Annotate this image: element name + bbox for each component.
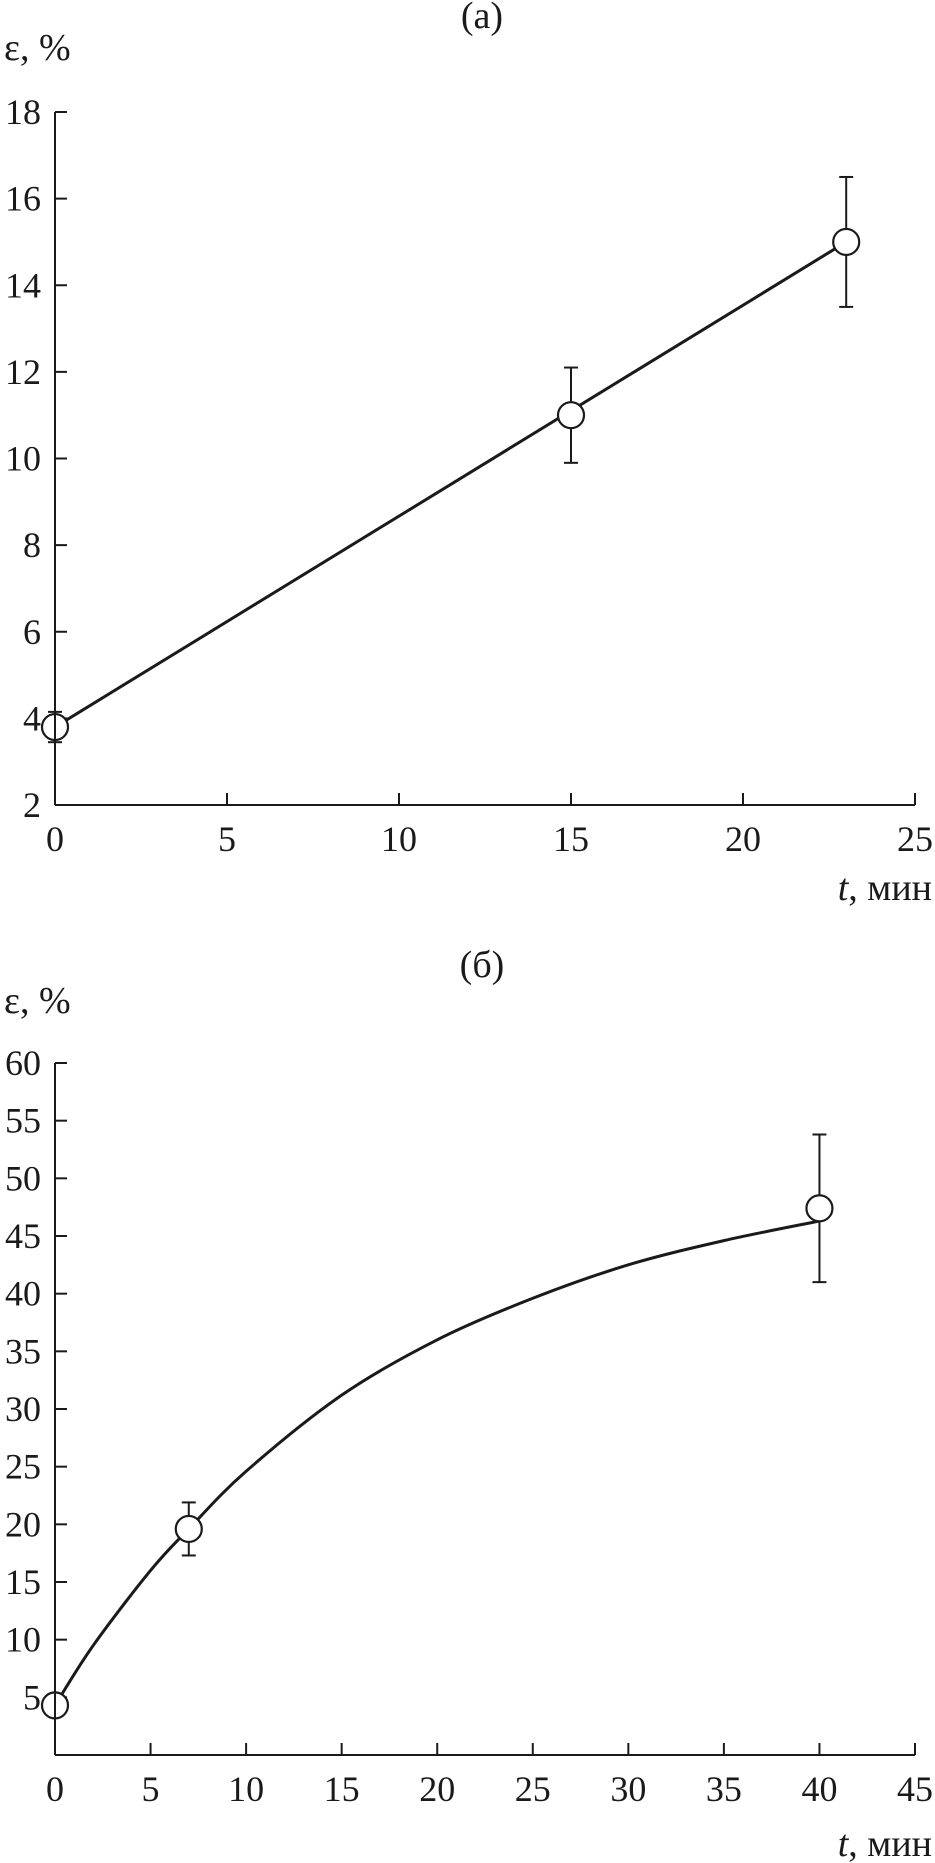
y-axis-title-a: ε, % (4, 27, 71, 69)
ticks-a: 0 5 10 15 20 25 2 4 6 8 10 12 14 16 18 (5, 92, 933, 859)
x-axis-title-a: t, мин (838, 867, 932, 909)
y-axis-title-b: ε, % (4, 980, 71, 1022)
x-tick-label: 25 (515, 1769, 551, 1809)
fit-a (54, 240, 847, 729)
y-tick-label: 5 (23, 1677, 41, 1717)
data-point (805, 1194, 834, 1223)
data-point (832, 227, 861, 257)
panel-label-b: (б) (460, 944, 505, 986)
points-b (40, 1133, 834, 1720)
panel-label-a: (а) (461, 0, 503, 37)
x-tick-label: 15 (324, 1769, 360, 1809)
y-tick-label: 20 (5, 1504, 41, 1544)
data-point (556, 401, 586, 430)
x-tick-label: 35 (706, 1769, 742, 1809)
data-point (174, 1514, 203, 1544)
y-tick-label: 12 (5, 352, 41, 392)
x-tick-label: 10 (228, 1769, 264, 1809)
x-tick-label: 0 (46, 819, 64, 859)
y-tick-label: 50 (5, 1158, 41, 1198)
chart-panel-b: (б) ε, % t, мин 0 5 10 15 20 25 30 35 40 45 5 10 15 2… (4, 944, 933, 1863)
y-tick-label: 8 (23, 525, 41, 565)
y-tick-label: 40 (5, 1274, 41, 1314)
y-tick-label: 4 (23, 698, 41, 738)
y-tick-label: 30 (5, 1389, 41, 1429)
x-tick-label: 45 (897, 1769, 933, 1809)
x-tick-label: 0 (46, 1769, 64, 1809)
chart-panel-a: (а) ε, % t, мин 0 5 10 15 20 25 2 4 6 8 10 12 14 16 18 (4, 0, 933, 909)
fit-b (53, 1219, 820, 1707)
y-tick-label: 16 (5, 179, 41, 219)
y-tick-label: 25 (5, 1447, 41, 1487)
y-tick-label: 15 (5, 1562, 41, 1602)
x-tick-label: 30 (610, 1769, 646, 1809)
ticks-b: 0 5 10 15 20 25 30 35 40 45 5 10 15 20 25 30 35 40 45 50 55 6… (5, 1043, 933, 1809)
y-tick-label: 55 (5, 1101, 41, 1141)
x-axis-title-b: t, мин (838, 1823, 932, 1863)
x-tick-label: 40 (801, 1769, 837, 1809)
y-tick-label: 10 (5, 1620, 41, 1660)
x-tick-label: 15 (553, 819, 589, 859)
x-tick-label: 10 (381, 819, 417, 859)
y-tick-label: 45 (5, 1216, 41, 1256)
x-tick-label: 20 (419, 1769, 455, 1809)
x-tick-label: 25 (897, 819, 933, 859)
points-a (40, 175, 861, 744)
y-tick-label: 10 (5, 439, 41, 479)
y-tick-label: 18 (5, 92, 41, 132)
y-tick-label: 35 (5, 1331, 41, 1371)
x-tick-label: 5 (218, 819, 236, 859)
y-tick-label: 2 (23, 785, 41, 825)
fit-curve (53, 1219, 820, 1707)
fit-curve (54, 240, 847, 729)
x-tick-label: 5 (142, 1769, 160, 1809)
y-tick-label: 6 (23, 612, 41, 652)
y-tick-label: 14 (5, 265, 41, 305)
y-tick-label: 60 (5, 1043, 41, 1083)
x-tick-label: 20 (725, 819, 761, 859)
